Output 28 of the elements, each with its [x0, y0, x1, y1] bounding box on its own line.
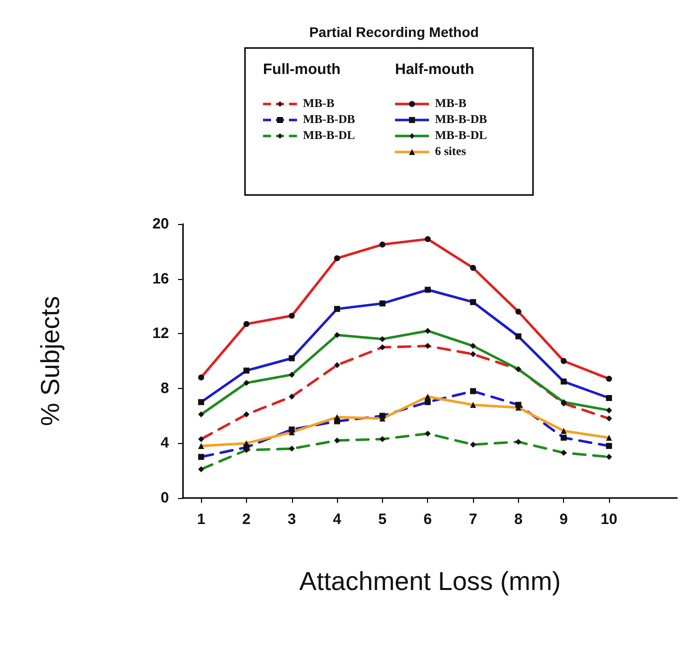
x-tick-label: 4: [332, 511, 342, 528]
legend-label: MB-B-DL: [435, 128, 487, 142]
y-tick-label: 16: [152, 270, 169, 288]
legend-label: MB-B-DB: [435, 112, 487, 126]
x-tick-label: 10: [600, 511, 618, 528]
legend-label: MB-B-DL: [303, 128, 355, 142]
x-tick-label: 9: [560, 511, 568, 528]
legend-label: MB-B: [435, 96, 466, 110]
y-tick-label: 4: [160, 434, 170, 452]
y-axis-title: % Subjects: [35, 296, 65, 426]
chart-title: Partial Recording Method: [309, 24, 479, 40]
x-tick-label: 1: [196, 511, 206, 528]
x-tick-label: 3: [288, 511, 296, 528]
legend-label: 6 sites: [435, 144, 466, 158]
text: Half-mouth: [395, 61, 474, 78]
y-tick-label: 8: [160, 380, 169, 397]
legend-label: MB-B-DB: [303, 112, 355, 126]
text: Full-mouth: [263, 61, 340, 78]
y-tick-label: 0: [160, 490, 169, 506]
y-tick-label: 20: [152, 216, 169, 232]
x-tick-label: 5: [378, 511, 387, 528]
x-axis-title: Attachment Loss (mm): [299, 566, 561, 596]
x-tick-label: 8: [514, 511, 523, 528]
x-tick-label: 6: [424, 511, 432, 528]
y-tick-label: 12: [152, 325, 169, 342]
legend-label: MB-B: [303, 96, 334, 110]
x-tick-label: 2: [242, 511, 251, 528]
x-tick-label: 7: [468, 511, 478, 528]
